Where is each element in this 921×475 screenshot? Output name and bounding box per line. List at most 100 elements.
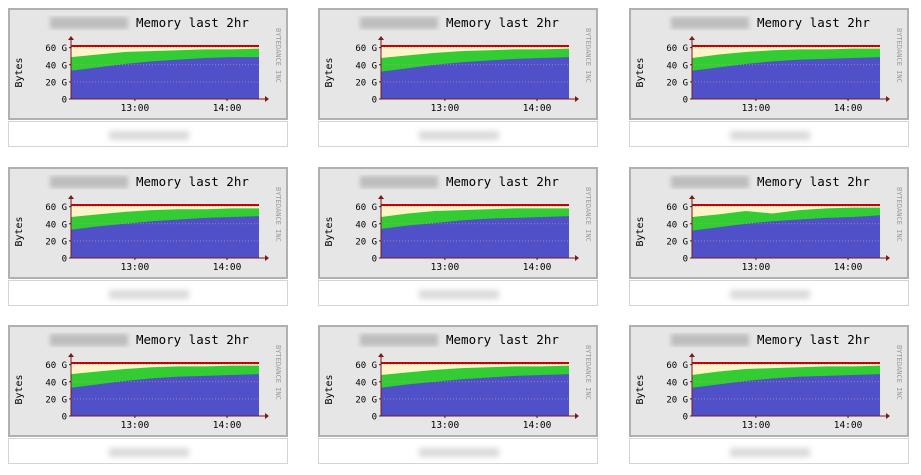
y-tick-label: 40 G [355,378,377,388]
y-tick-label: 20 G [666,395,688,405]
y-axis-arrow-icon [68,195,74,199]
y-tick-label: 40 G [45,61,67,71]
chart-title: Memory last 2hr [757,332,870,347]
y-tick-label: 60 G [45,361,67,371]
x-tick-label: 14:00 [523,103,552,114]
y-tick-label: 60 G [666,203,688,213]
y-tick-label: 60 G [355,361,377,371]
y-tick-label: 20 G [45,237,67,247]
y-tick-label: 60 G [355,203,377,213]
memory-graph-card[interactable]: 0 20 G 40 G 60 G 13:00 14:00 Bytes Memory last … [629,325,913,475]
y-axis-arrow-icon [689,195,695,199]
memory-graph-card[interactable]: 0 20 G 40 G 60 G 13:00 14:00 Bytes Memory last … [318,8,602,158]
x-tick-label: 13:00 [742,420,771,431]
redacted-host-caption [730,448,810,457]
watermark-text: BYTEDANCE INC [895,187,903,242]
y-axis-label: Bytes [324,57,335,87]
y-tick-label: 20 G [45,78,67,88]
memory-chart: 0 20 G 40 G 60 G 13:00 14:00 Bytes Memory last … [324,174,592,273]
used-memory-area [692,57,880,99]
y-tick-label: 0 [62,413,67,423]
x-tick-label: 14:00 [834,420,863,431]
y-tick-label: 40 G [666,220,688,230]
redacted-host-name [360,176,438,188]
x-tick-label: 13:00 [742,103,771,114]
memory-chart: 0 20 G 40 G 60 G 13:00 14:00 Bytes Memory last … [635,332,903,431]
host-caption-box[interactable] [318,121,598,147]
y-axis-arrow-icon [68,353,74,357]
redacted-host-caption [109,131,189,140]
x-axis-arrow-icon [886,255,890,261]
y-axis-arrow-icon [689,36,695,40]
y-tick-label: 20 G [666,78,688,88]
y-tick-label: 40 G [45,378,67,388]
redacted-host-name [671,176,749,188]
host-caption-box[interactable] [629,121,909,147]
host-caption-box[interactable] [8,121,288,147]
y-axis-label: Bytes [14,216,25,246]
redacted-host-name [671,334,749,346]
chart-title: Memory last 2hr [757,174,870,189]
used-memory-area [71,374,259,416]
redacted-host-caption [730,290,810,299]
x-tick-label: 13:00 [431,420,460,431]
memory-graph-card[interactable]: 0 20 G 40 G 60 G 13:00 14:00 Bytes Memory last … [8,167,292,317]
redacted-host-name [50,17,128,29]
x-tick-label: 14:00 [523,262,552,273]
y-tick-label: 0 [372,413,377,423]
watermark-text: BYTEDANCE INC [895,345,903,400]
x-tick-label: 14:00 [213,103,242,114]
host-caption-box[interactable] [318,438,598,464]
chart-title: Memory last 2hr [446,332,559,347]
watermark-text: BYTEDANCE INC [274,28,282,83]
redacted-host-caption [419,131,499,140]
y-tick-label: 40 G [666,61,688,71]
memory-graph-card[interactable]: 0 20 G 40 G 60 G 13:00 14:00 Bytes Memory last … [8,8,292,158]
y-axis-arrow-icon [378,353,384,357]
host-caption-box[interactable] [629,280,909,306]
watermark-text: BYTEDANCE INC [274,187,282,242]
watermark-text: BYTEDANCE INC [584,28,592,83]
host-caption-box[interactable] [629,438,909,464]
host-caption-box[interactable] [8,280,288,306]
used-memory-area [692,215,880,258]
y-axis-arrow-icon [689,353,695,357]
memory-graph-card[interactable]: 0 20 G 40 G 60 G 13:00 14:00 Bytes Memory last … [318,325,602,475]
watermark-text: BYTEDANCE INC [895,28,903,83]
y-tick-label: 0 [372,96,377,106]
redacted-host-name [50,176,128,188]
memory-chart: 0 20 G 40 G 60 G 13:00 14:00 Bytes Memory last … [14,332,282,431]
y-axis-label: Bytes [324,374,335,404]
y-tick-label: 0 [683,96,688,106]
chart-title: Memory last 2hr [136,15,249,30]
y-tick-label: 40 G [355,220,377,230]
y-tick-label: 20 G [666,237,688,247]
used-memory-area [381,216,569,258]
y-tick-label: 60 G [45,203,67,213]
host-caption-box[interactable] [8,438,288,464]
host-caption-box[interactable] [318,280,598,306]
memory-graph-card[interactable]: 0 20 G 40 G 60 G 13:00 14:00 Bytes Memory last … [318,167,602,317]
x-axis-arrow-icon [886,413,890,419]
y-tick-label: 20 G [355,237,377,247]
y-tick-label: 60 G [666,44,688,54]
used-memory-area [381,57,569,99]
y-axis-arrow-icon [378,195,384,199]
chart-title: Memory last 2hr [446,174,559,189]
redacted-host-name [360,17,438,29]
memory-graph-card[interactable]: 0 20 G 40 G 60 G 13:00 14:00 Bytes Memory last … [629,167,913,317]
memory-graph-card[interactable]: 0 20 G 40 G 60 G 13:00 14:00 Bytes Memory last … [629,8,913,158]
y-tick-label: 20 G [355,395,377,405]
y-axis-label: Bytes [14,374,25,404]
watermark-text: BYTEDANCE INC [274,345,282,400]
x-tick-label: 13:00 [121,262,150,273]
x-tick-label: 13:00 [121,420,150,431]
y-tick-label: 0 [62,255,67,265]
x-tick-label: 14:00 [834,262,863,273]
memory-graph-card[interactable]: 0 20 G 40 G 60 G 13:00 14:00 Bytes Memory last … [8,325,292,475]
memory-chart: 0 20 G 40 G 60 G 13:00 14:00 Bytes Memory last … [635,174,903,273]
x-axis-arrow-icon [265,96,269,102]
memory-chart: 0 20 G 40 G 60 G 13:00 14:00 Bytes Memory last … [14,174,282,273]
y-tick-label: 60 G [355,44,377,54]
